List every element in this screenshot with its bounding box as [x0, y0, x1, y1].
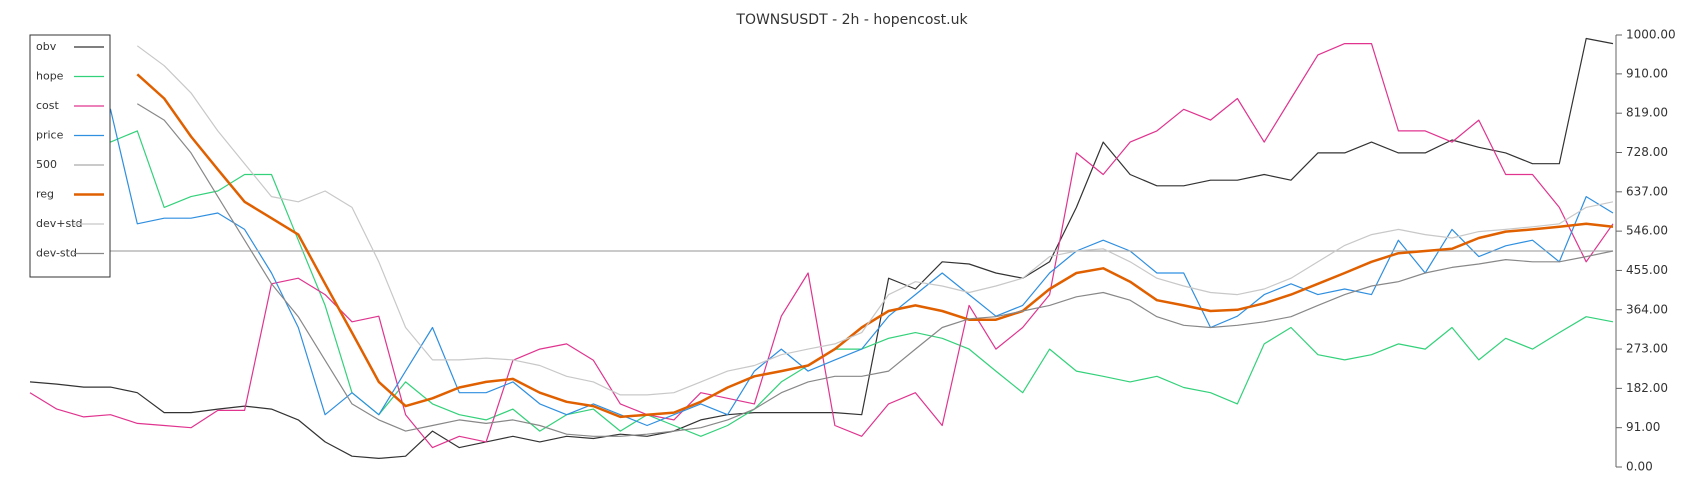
series-line: [136, 103, 1614, 437]
y-tick-label: 0.00: [1626, 460, 1653, 474]
legend-label: 500: [36, 158, 57, 171]
y-tick-label: 910.00: [1626, 66, 1668, 80]
legend-label: obv: [36, 40, 57, 53]
y-tick-label: 273.00: [1626, 342, 1668, 356]
y-tick-label: 455.00: [1626, 263, 1668, 277]
legend-label: hope: [36, 70, 64, 83]
legend-box: [29, 34, 111, 278]
y-tick-label: 728.00: [1626, 145, 1668, 159]
y-tick-label: 182.00: [1626, 381, 1668, 395]
legend-label: reg: [36, 188, 54, 201]
y-tick-label: 546.00: [1626, 224, 1668, 238]
legend-label: price: [36, 129, 64, 142]
series-line: [29, 37, 1614, 459]
y-tick-label: 364.00: [1626, 302, 1668, 316]
series-line: [29, 92, 1614, 427]
y-tick-label: 637.00: [1626, 184, 1668, 198]
y-tick-label: 91.00: [1626, 420, 1660, 434]
chart-title: TOWNSUSDT - 2h - hopencost.uk: [735, 12, 968, 28]
y-tick-label: 819.00: [1626, 106, 1668, 120]
legend-label: dev+std: [36, 217, 83, 230]
series-line: [136, 45, 1614, 396]
y-tick-label: 1000.00: [1626, 28, 1676, 42]
series-line: [29, 43, 1614, 449]
series-line: [136, 73, 1614, 419]
legend-label: cost: [36, 99, 60, 112]
legend-label: dev-std: [36, 247, 77, 260]
